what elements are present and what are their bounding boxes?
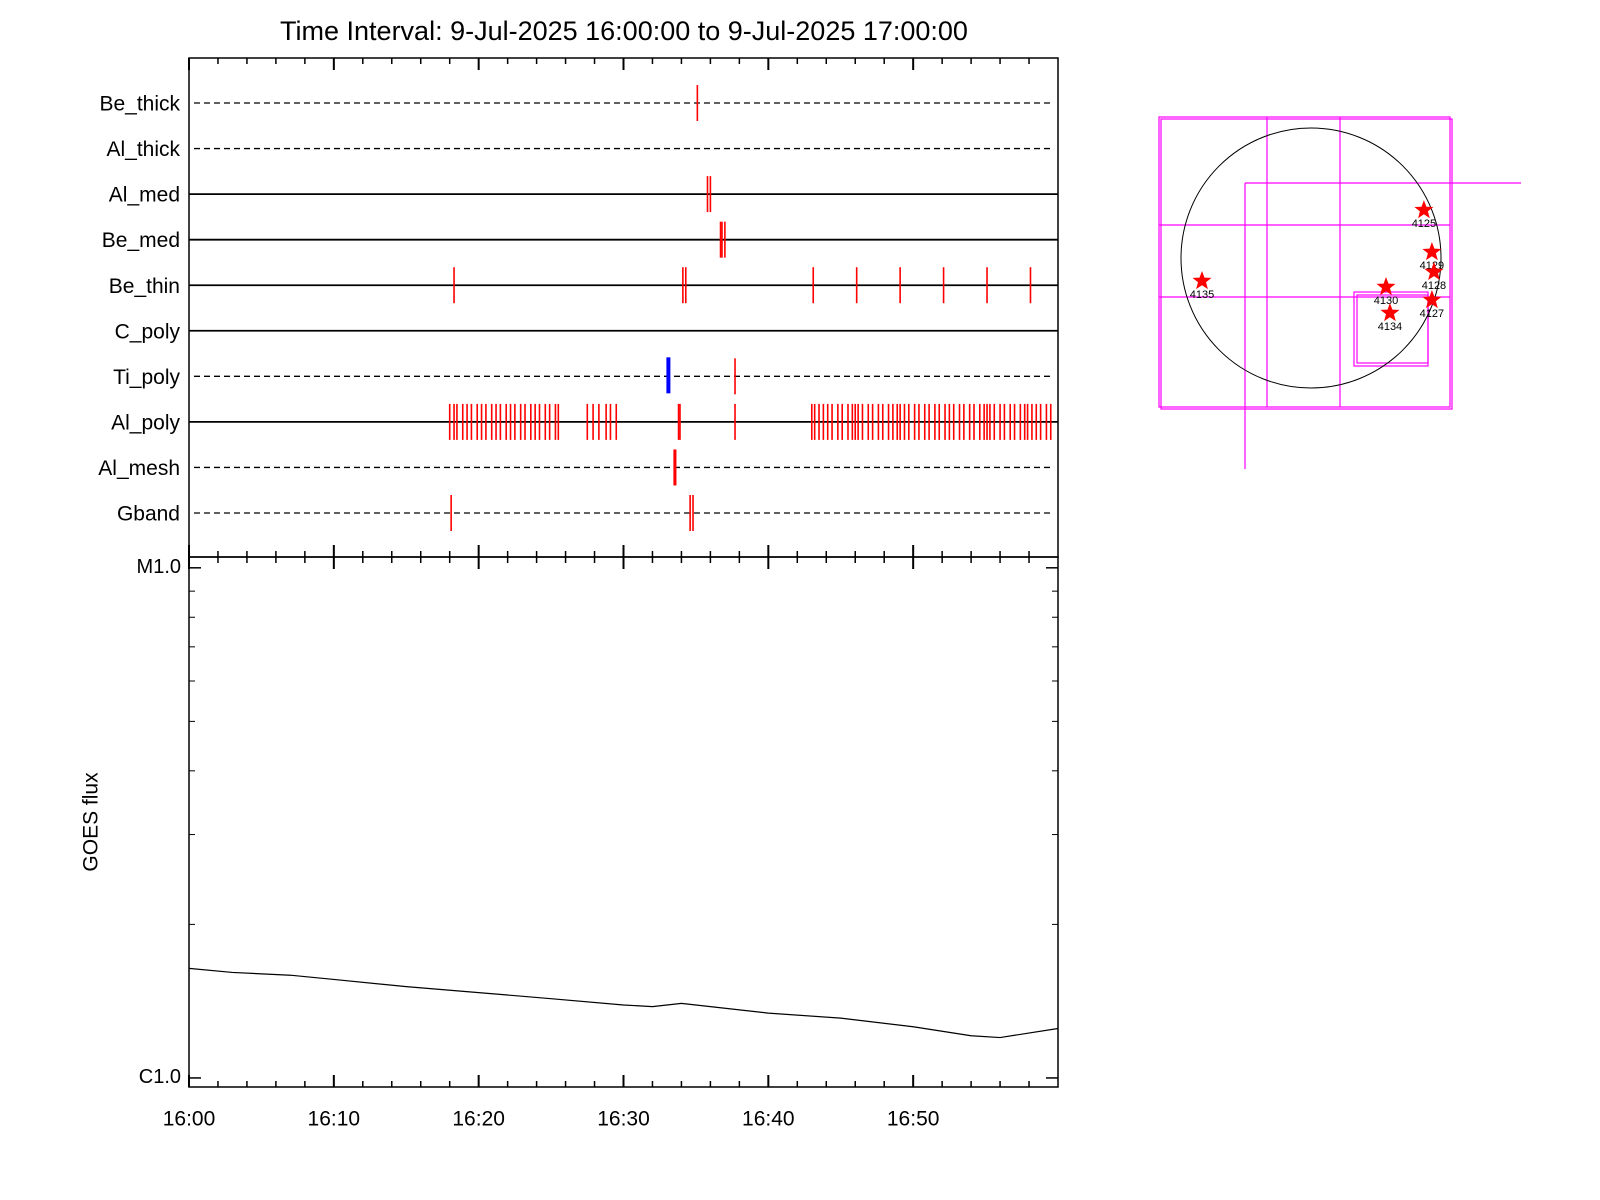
fov-boxes	[1158, 116, 1521, 469]
row-label: C_poly	[115, 320, 181, 343]
region-star	[1414, 200, 1434, 219]
fov-box	[1160, 118, 1453, 410]
region-label: 4128	[1422, 280, 1446, 292]
y-tick-label: C1.0	[139, 1066, 181, 1088]
x-tick-label: 16:50	[887, 1108, 940, 1131]
chart-title: Time Interval: 9-Jul-2025 16:00:00 to 9-…	[280, 16, 968, 46]
row-label: Al_mesh	[98, 457, 180, 480]
solar-limb	[1180, 127, 1442, 389]
x-tick-label: 16:30	[597, 1108, 650, 1131]
row-label: Be_thick	[99, 93, 180, 116]
x-tick-label: 16:00	[163, 1108, 216, 1131]
row-label: Be_med	[102, 229, 180, 252]
row-label: Al_poly	[111, 411, 180, 434]
y-tick-label: M1.0	[137, 556, 181, 578]
region-star	[1422, 290, 1442, 309]
region-star	[1380, 303, 1400, 322]
row-label: Ti_poly	[113, 366, 180, 389]
x-tick-label: 16:40	[742, 1108, 795, 1131]
row-label: Be_thin	[109, 275, 180, 298]
region-label: 4125	[1412, 218, 1436, 230]
region-star	[1376, 277, 1396, 296]
x-tick-label: 16:20	[452, 1108, 505, 1131]
row-label: Gband	[117, 503, 180, 526]
region-star	[1424, 261, 1444, 280]
fov-box	[1158, 116, 1451, 408]
region-label: 4127	[1420, 308, 1444, 320]
region-label: 4135	[1190, 289, 1214, 301]
region-label: 4134	[1378, 321, 1402, 333]
region-star	[1192, 271, 1212, 290]
region-label: 4130	[1374, 295, 1398, 307]
goes-line	[188, 967, 1059, 1039]
x-tick-label: 16:10	[308, 1108, 361, 1131]
fov-box	[1356, 294, 1429, 364]
row-label: Al_med	[109, 184, 180, 207]
y-axis-label: GOES flux	[80, 772, 103, 872]
region-star	[1422, 242, 1442, 261]
row-label: Al_thick	[106, 138, 180, 161]
